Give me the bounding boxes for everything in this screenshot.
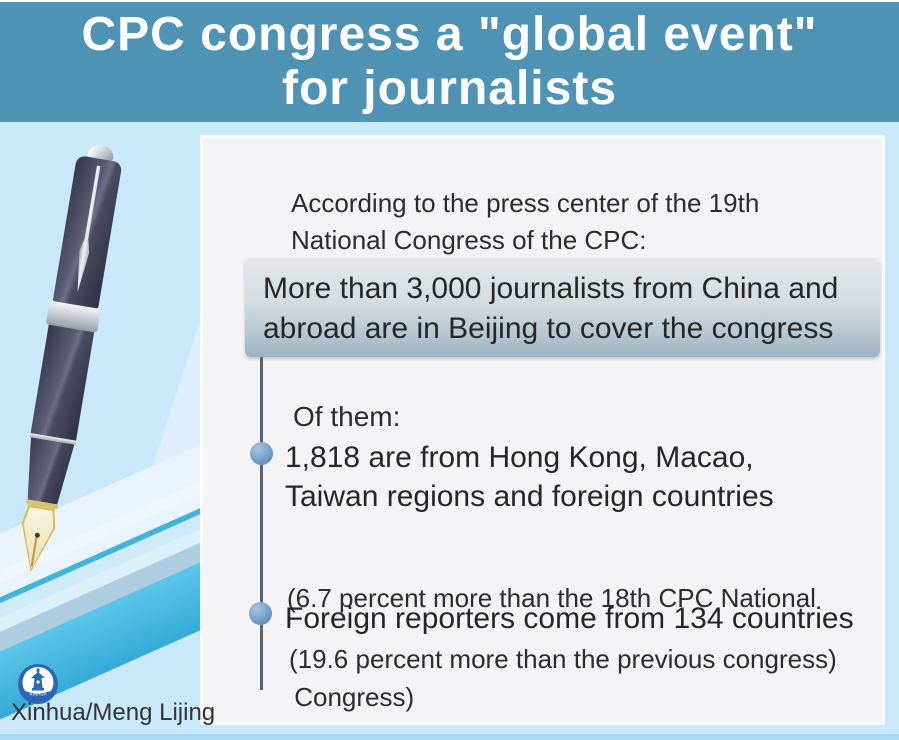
bullet-marker — [249, 602, 272, 625]
bullet-1-line2: Taiwan regions and foreign countries — [285, 480, 774, 513]
bullet-2-note: (19.6 percent more than the previous con… — [289, 644, 837, 674]
bullet-1-line1: 1,818 are from Hong Kong, Macao, — [285, 441, 754, 474]
page-title-line1: CPC congress a "global event" — [81, 8, 818, 61]
pen-grip-section — [21, 437, 75, 505]
top-divider — [0, 0, 899, 2]
highlight-bar: More than 3,000 journalists from China a… — [245, 258, 880, 357]
pen-nib-breather-hole — [34, 532, 40, 538]
header-banner: CPC congress a "global event" for journa… — [0, 2, 899, 122]
pen-barrel — [30, 324, 95, 441]
bullet-1-note: (6.7 percent more than the 18th CPC Nati… — [287, 516, 816, 740]
bullet-1-note-line1: (6.7 percent more than the 18th CPC Nati… — [287, 583, 816, 613]
bullet-1-note-line2: Congress) — [287, 682, 415, 712]
bullet-2-text: Foreign reporters come from 134 countrie… — [285, 602, 854, 635]
content-panel: According to the press center of the 19t… — [200, 135, 885, 725]
page-title-line2: for journalists — [281, 62, 618, 115]
intro-line2: National Congress of the CPC: — [291, 225, 647, 255]
highlight-line1: More than 3,000 journalists from China a… — [263, 272, 839, 305]
svg-text:XINHUA: XINHUA — [29, 692, 46, 697]
bullet-marker — [250, 442, 273, 465]
timeline-line — [260, 357, 263, 690]
xinhua-logo-icon: XINHUA — [18, 664, 58, 704]
highlight-line2: abroad are in Beijing to cover the congr… — [263, 312, 834, 345]
intro-line1: According to the press center of the 19t… — [291, 188, 760, 218]
bullet-1-text: 1,818 are from Hong Kong, Macao, Taiwan … — [285, 438, 774, 516]
highlight-text: More than 3,000 journalists from China a… — [245, 258, 880, 349]
pen-clip-arrow — [73, 165, 104, 293]
subhead-text: Of them: — [293, 401, 401, 432]
intro-text: According to the press center of the 19t… — [291, 185, 759, 259]
pen-nib-icon — [14, 504, 58, 575]
bottom-divider — [0, 734, 899, 740]
credit-text: Xinhua/Meng Lijing — [11, 699, 216, 726]
